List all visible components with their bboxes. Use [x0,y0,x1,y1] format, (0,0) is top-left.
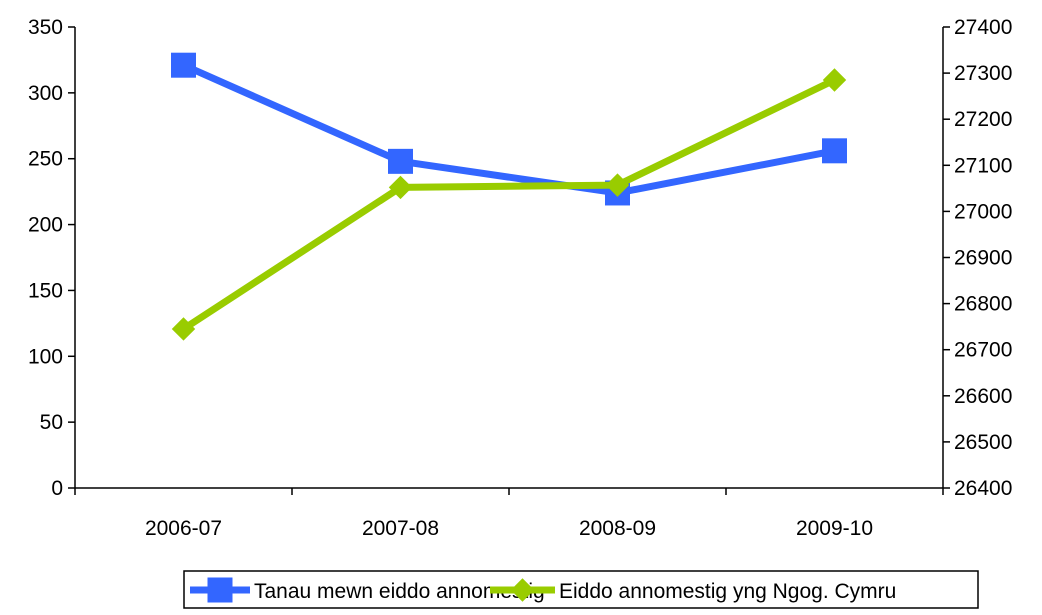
right-y-tick-label: 26600 [954,385,1012,408]
left-y-tick-label: 50 [40,411,63,434]
x-tick-label: 2007-08 [362,517,439,540]
left-y-tick-label: 300 [28,82,63,105]
legend: Tanau mewn eiddo annomestig Eiddo annomes… [183,570,979,609]
axes: 0 50 100 150 200 250 300 350 26400 26500 26600 2670… [28,16,1012,540]
series-1-point [822,138,847,164]
legend-box [183,570,979,609]
right-y-tick-label: 27400 [954,16,1012,39]
series-line-1 [182,61,836,197]
x-tick-label: 2009-10 [796,517,873,540]
series-1-point [388,148,413,174]
legend-label-2: Eiddo annomestig yng Ngog. Cymru [559,580,896,603]
right-y-tick-label: 27100 [954,154,1012,177]
left-y-tick-label: 350 [28,16,63,39]
series-2-point [388,175,413,200]
legend-marker-1 [207,577,233,603]
left-y-tick-label: 150 [28,279,63,302]
legend-marker-2 [510,578,535,602]
left-y-tick-label: 200 [28,214,63,237]
right-y-tick-label: 26900 [954,247,1012,270]
legend-label-1: Tanau mewn eiddo annomestig [254,580,545,603]
right-y-tick-label: 26800 [954,293,1012,316]
left-y-tick-label: 250 [28,148,63,171]
right-y-tick-label: 27200 [954,108,1012,131]
series-2-point [605,173,630,197]
right-y-tick-label: 26700 [954,339,1012,362]
series-1-point [171,52,196,78]
series-line-2 [181,76,837,332]
x-tick-label: 2006-07 [145,517,222,540]
right-y-tick-label: 26500 [954,431,1012,454]
right-y-tick-label: 26400 [954,477,1012,500]
series-layer [171,52,847,341]
left-y-tick-label: 0 [51,477,63,500]
left-y-tick-label: 100 [28,345,63,368]
x-tick-label: 2008-09 [579,517,656,540]
series-2-point [171,317,196,341]
series-2-point [822,68,847,92]
right-y-tick-label: 27000 [954,200,1012,223]
right-y-tick-label: 27300 [954,62,1012,85]
